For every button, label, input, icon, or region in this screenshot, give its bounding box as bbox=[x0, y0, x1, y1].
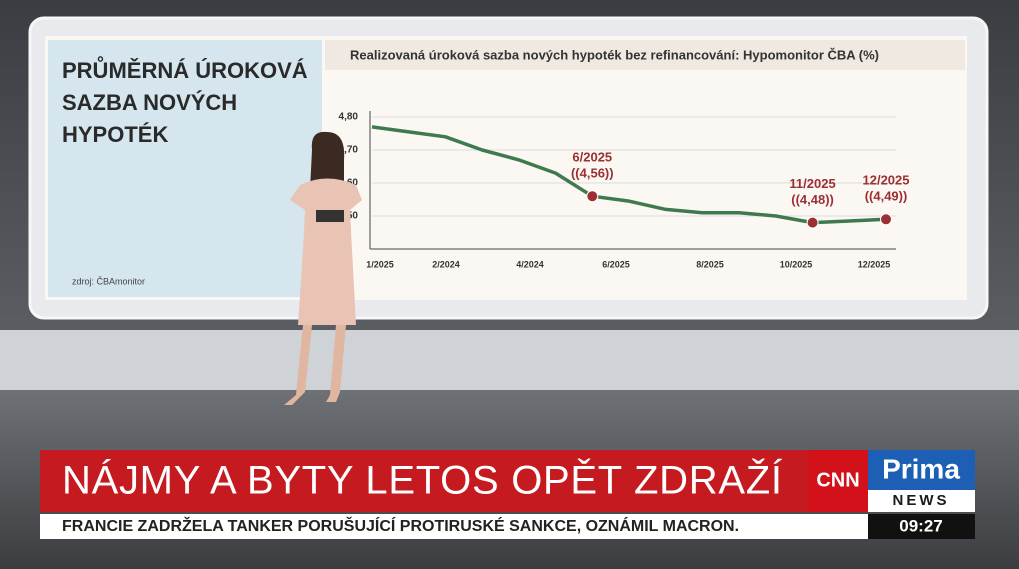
value-label: ((4,48)) bbox=[791, 192, 834, 207]
logo-news-bg bbox=[868, 490, 975, 512]
headline-bar bbox=[40, 450, 808, 512]
marker bbox=[880, 213, 892, 226]
x-tick-label: 8/2025 bbox=[696, 259, 724, 269]
panel-title: PRŮMĚRNÁ ÚROKOVÁ bbox=[62, 55, 308, 83]
logo-prima-bg bbox=[868, 450, 975, 490]
presenter-tablet bbox=[316, 210, 344, 222]
point-label: 12/2025 bbox=[863, 173, 910, 188]
x-tick-label: 6/2025 bbox=[602, 259, 630, 269]
presenter-hair bbox=[310, 131, 345, 190]
clock: 09:27 bbox=[899, 516, 942, 535]
x-tick-label: 12/2025 bbox=[858, 259, 891, 269]
logo-cnn: CNN bbox=[816, 469, 859, 491]
value-label: ((4,49)) bbox=[865, 189, 908, 204]
point-label: 6/2025 bbox=[572, 150, 612, 165]
marker bbox=[586, 190, 599, 203]
y-tick-label: 4,80 bbox=[339, 112, 359, 123]
point-label: 11/2025 bbox=[789, 176, 835, 191]
y-tick-label: 4,70 bbox=[339, 145, 359, 156]
panel-title: SAZBA NOVÝCH bbox=[62, 90, 237, 115]
chart: 4,804,704,604,501/20252/20244/20246/2025… bbox=[339, 111, 910, 269]
source: zdroj: ČBAmonitor bbox=[72, 276, 145, 286]
value-label: ((4,56)) bbox=[571, 166, 614, 181]
panel-title: HYPOTÉK bbox=[62, 122, 168, 147]
headline: NÁJMY A BYTY LETOS OPĚT ZDRAŽÍ bbox=[62, 458, 783, 503]
chart-title: Realizovaná úroková sazba nových hypoték… bbox=[350, 47, 879, 62]
logo-prima: Prima bbox=[882, 453, 960, 484]
clock-bg bbox=[868, 514, 975, 539]
x-tick-label: 1/2025 bbox=[366, 259, 394, 269]
ticker-bar bbox=[40, 514, 868, 539]
line bbox=[371, 125, 887, 225]
x-tick-label: 2/2024 bbox=[432, 259, 460, 269]
chart-header bbox=[325, 40, 965, 70]
presenter bbox=[284, 131, 362, 405]
ticker: FRANCIE ZADRŽELA TANKER PORUŠUJÍCÍ PROTI… bbox=[62, 516, 739, 535]
marker bbox=[806, 216, 819, 229]
presenter-legs bbox=[284, 325, 346, 405]
logo-cnn-bg bbox=[808, 450, 868, 512]
x-tick-label: 10/2025 bbox=[780, 259, 813, 269]
x-tick-label: 4/2024 bbox=[516, 259, 544, 269]
logo-news: NEWS bbox=[893, 492, 950, 509]
left-panel bbox=[48, 40, 322, 297]
studio-desk bbox=[0, 330, 1019, 390]
